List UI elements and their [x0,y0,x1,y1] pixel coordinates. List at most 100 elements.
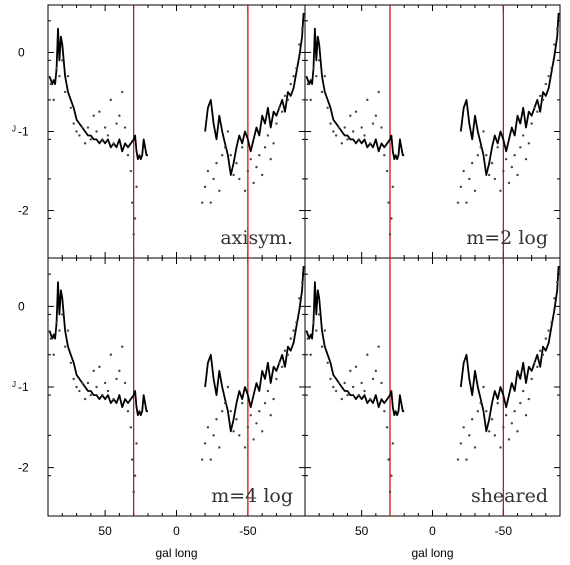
observed-point [507,181,511,185]
observed-point [366,98,369,102]
observed-point [286,353,290,356]
observed-point [343,126,346,129]
observed-point [243,446,247,449]
observed-point [229,409,232,413]
observed-point [533,361,536,365]
observed-point [126,409,130,413]
observed-point [388,490,392,494]
observed-point [479,146,482,149]
observed-point [541,98,545,102]
observed-point [462,169,465,173]
model-line [48,27,148,161]
observed-point [306,82,310,86]
panel-label: m=4 log [211,485,293,507]
observed-point [255,422,258,425]
observed-point [323,329,327,332]
observed-point [357,393,361,397]
observed-point [513,409,516,413]
observed-point [292,74,295,78]
observed-point [298,43,301,46]
observed-point [465,458,468,461]
observed-point [106,134,110,137]
observed-point [320,90,324,94]
observed-point [132,233,135,236]
observed-point [527,397,531,401]
panel-label: m=2 log [466,227,548,249]
observed-point [555,280,559,284]
observed-point [360,126,363,129]
observed-point [387,201,390,204]
observed-point [499,189,502,192]
y-tick-label: 0 [18,45,25,59]
observed-point [240,401,244,405]
observed-point [360,381,363,385]
panel-plot [305,258,560,516]
model-line [48,281,148,417]
observed-point [232,430,235,433]
observed-point [385,169,389,173]
observed-point [544,82,548,86]
observed-point [470,418,474,421]
observed-point [215,418,218,421]
observed-point [283,349,287,352]
observed-point [487,430,491,433]
observed-point [516,430,519,433]
y-tick-label: -1 [18,380,29,394]
observed-point [95,385,98,389]
observed-point [544,337,548,340]
observed-point [240,146,244,149]
observed-point [63,90,67,94]
observed-point [263,401,267,405]
observed-point [229,154,232,157]
observed-point [388,233,392,236]
observed-point [66,74,70,78]
x-tick-label: 0 [173,524,180,538]
observed-point [118,114,121,117]
model-line [305,281,405,417]
panel-label: sheared [471,485,548,507]
observed-point [201,458,204,461]
observed-point [354,110,358,113]
observed-point [538,94,542,98]
observed-point [502,426,505,429]
observed-point [485,154,488,157]
observed-point [371,377,375,381]
y-tick-label: 0 [18,299,25,313]
observed-point [374,369,378,373]
panel-frames [47,4,561,517]
x-tick-label: -50 [495,524,513,538]
observed-point [289,82,292,86]
observed-point [215,161,218,165]
observed-point [482,385,485,389]
panel-frame [304,4,561,259]
observed-point [55,321,58,324]
observed-point [218,446,221,449]
observed-point [255,165,258,169]
observed-point [260,430,264,433]
observed-point [456,458,460,461]
observed-point [121,345,124,348]
observed-point [513,154,516,157]
observed-point [485,409,488,413]
observed-point [390,474,393,477]
observed-point [317,59,321,62]
observed-point [278,106,281,109]
observed-point [121,90,124,94]
x-axis-label: gal long [155,546,197,560]
observed-point [275,122,278,125]
observed-point [238,177,241,181]
observed-point [49,82,53,86]
observed-point [524,157,528,161]
observed-point [269,414,272,417]
observed-point [218,189,221,192]
observed-point [340,397,344,401]
y-tick-label: -1 [18,125,29,139]
observed-point [275,377,278,381]
observed-point [329,377,332,381]
observed-point [55,67,58,70]
observed-point [482,130,485,133]
observed-point [332,385,335,389]
observed-point [334,389,338,393]
y-tick-label: -2 [18,204,29,218]
